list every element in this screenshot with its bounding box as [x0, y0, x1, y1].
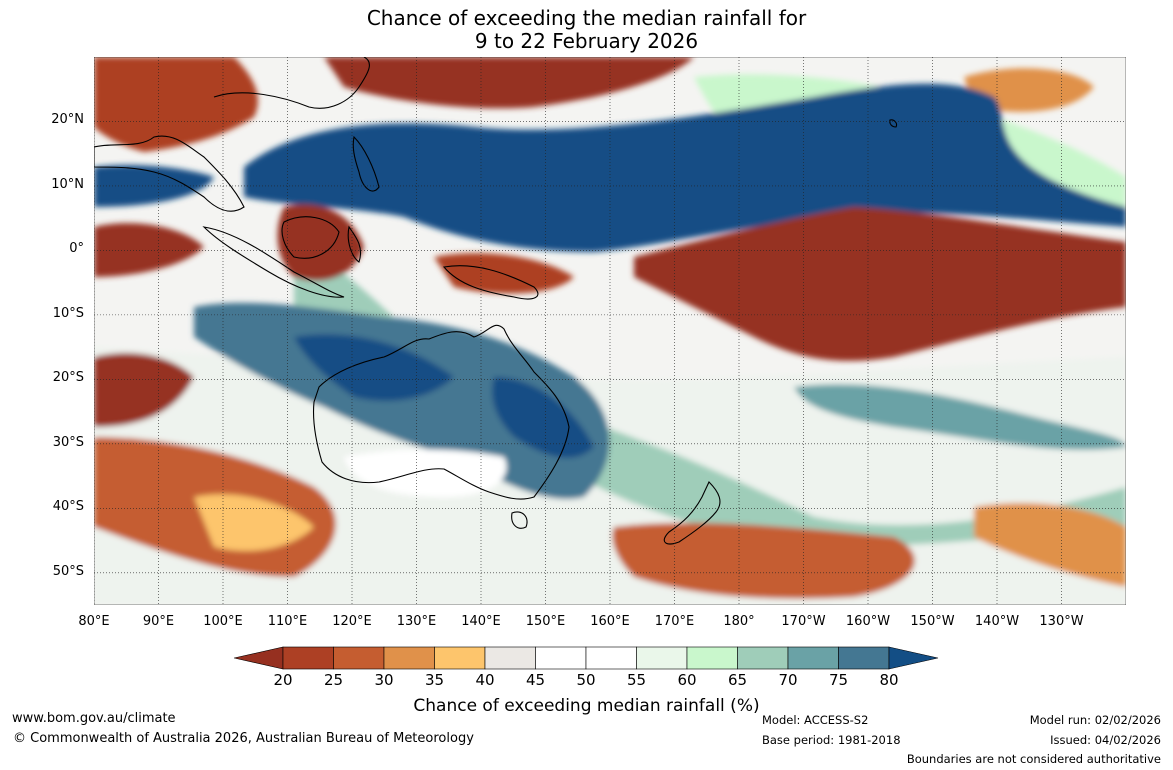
lon-tick-label: 130°E	[396, 614, 437, 629]
lon-tick-label: 150°E	[525, 614, 566, 629]
equatorial-indian-dry-region	[94, 223, 204, 277]
colorbar-tick-label: 50	[576, 671, 596, 689]
lat-tick-label: 50°S	[52, 563, 84, 579]
rainfall-probability-map	[94, 57, 1126, 605]
lon-tick-label: 90°E	[142, 614, 175, 629]
graticule	[94, 57, 1126, 605]
colorbar-segment	[282, 646, 334, 670]
lon-tick-label: 130°W	[1039, 614, 1084, 629]
sumatra-java-coastline	[202, 226, 345, 298]
southern-australia-neutral	[344, 449, 507, 497]
boundary-disclaimer: Boundaries are not considered authoritat…	[906, 752, 1161, 766]
map-title-line1: Chance of exceeding the median rainfall …	[366, 6, 807, 30]
lon-tick-label: 140°W	[974, 614, 1020, 629]
lon-tick-label: 170°W	[781, 614, 826, 629]
colorbar-tick-label: 20	[273, 671, 293, 689]
philippines-coastline	[352, 135, 380, 192]
lon-tick-label: 120°E	[332, 614, 372, 629]
tasmania-coastline	[511, 511, 528, 529]
colorbar-segment	[737, 646, 789, 670]
south-of-nz-dry-region	[612, 522, 915, 599]
colorbar-tick-label: 55	[626, 671, 647, 689]
lon-tick-label: 170°E	[654, 614, 695, 629]
lon-tick-label: 140°E	[461, 614, 501, 629]
southeast-pacific-orange	[974, 503, 1126, 587]
colorbar-segment	[383, 646, 435, 670]
borneo-coastline	[281, 216, 340, 259]
colorbar-high-extension	[888, 646, 939, 670]
lon-tick-label: 160°E	[590, 614, 630, 629]
southeast-pacific-teal	[794, 384, 1126, 450]
lat-tick-label: 10°N	[51, 176, 84, 192]
colorbar-segment	[636, 646, 688, 670]
new-zealand-coastline	[663, 481, 721, 545]
colorbar-tick-label: 30	[374, 671, 394, 689]
copyright-text: © Commonwealth of Australia 2026, Austra…	[13, 731, 474, 746]
papua-dry-region	[434, 253, 574, 294]
maritime-pacific-wet-band	[244, 83, 1126, 252]
map-title-line2: 9 to 22 February 2026	[474, 29, 699, 53]
south-asia-dry-region	[94, 57, 258, 152]
sulawesi-coastline	[347, 225, 362, 263]
southwest-indian-dry-region	[94, 353, 194, 427]
colorbar-segment	[787, 646, 839, 670]
lon-tick-label: 150°W	[910, 614, 955, 629]
colorbar-segment	[686, 646, 738, 670]
lon-tick-label: 110°E	[267, 614, 308, 629]
base-period: Base period: 1981-2018	[762, 733, 901, 747]
lat-tick-label: 10°S	[52, 305, 84, 321]
lon-tick-label: 180°	[723, 614, 755, 629]
colorbar-segment	[484, 646, 536, 670]
southeast-asia-coastline	[94, 135, 245, 212]
colorbar-tick-label: 70	[778, 671, 798, 689]
colorbar-low-extension	[234, 646, 284, 670]
lon-tick-label: 80°E	[78, 614, 110, 629]
colorbar-segment	[333, 646, 385, 670]
lat-tick-label: 40°S	[52, 499, 84, 515]
model-run-date: Model run: 02/02/2026	[1029, 713, 1161, 727]
colorbar-tick-label: 75	[828, 671, 849, 689]
lat-tick-label: 20°N	[51, 112, 84, 128]
new-guinea-coastline	[442, 265, 539, 300]
colorbar-tick-label: 65	[727, 671, 748, 689]
colorbar-segment	[838, 646, 890, 670]
australia-coastline	[312, 324, 570, 500]
colorbar-tick-label: 60	[677, 671, 697, 689]
colorbar-tick-label: 80	[879, 671, 899, 689]
colorbar-tick-label: 35	[424, 671, 445, 689]
lon-tick-label: 160°W	[845, 614, 891, 629]
website-link[interactable]: www.bom.gov.au/climate	[12, 711, 176, 726]
queensland-very-wet	[492, 377, 594, 458]
hawaii-coastline	[889, 119, 898, 128]
colorbar	[234, 646, 939, 670]
northwest-australia-very-wet	[294, 334, 454, 401]
china-coastline	[213, 57, 370, 109]
lat-tick-label: 20°S	[52, 370, 84, 386]
lon-tick-label: 100°E	[203, 614, 243, 629]
issued-date: Issued: 04/02/2026	[1050, 733, 1161, 747]
coastlines	[94, 57, 898, 545]
lat-tick-label: 0°	[69, 241, 84, 257]
colorbar-segment	[585, 646, 637, 670]
australia-wet-region	[194, 302, 610, 499]
colorbar-title: Chance of exceeding median rainfall (%)	[413, 696, 760, 716]
borneo-dry-region	[277, 204, 364, 281]
colorbar-tick-label: 45	[525, 671, 546, 689]
south-pacific-dry-band	[634, 207, 1126, 361]
colorbar-tick-label: 40	[475, 671, 495, 689]
model-name: Model: ACCESS-S2	[762, 713, 869, 727]
lat-tick-label: 30°S	[52, 434, 84, 450]
colorbar-segment	[535, 646, 587, 670]
colorbar-tick-label: 25	[323, 671, 344, 689]
colorbar-segment	[434, 646, 486, 670]
